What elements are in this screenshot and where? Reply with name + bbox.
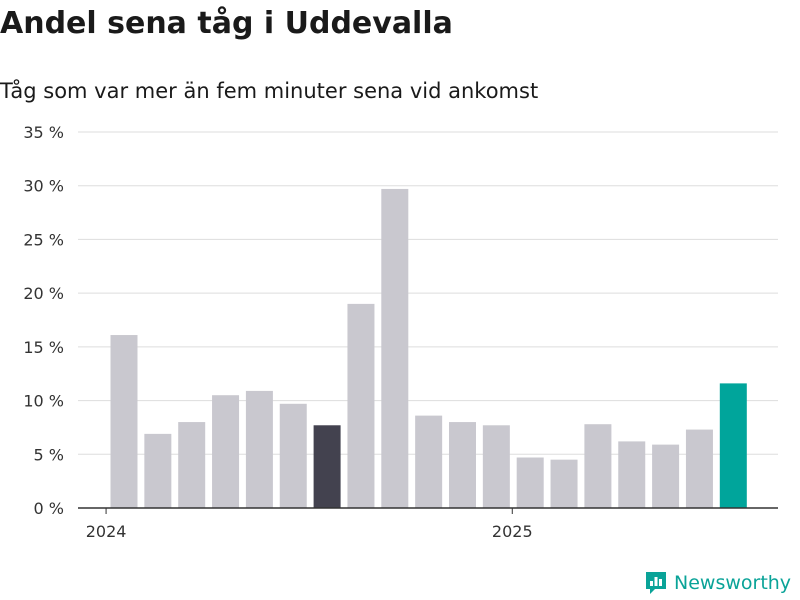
bar: [110, 335, 138, 508]
bar: [212, 395, 240, 508]
bar: [144, 433, 172, 508]
bar-chart-speech-bubble-icon: [646, 572, 666, 594]
bar: [178, 422, 206, 508]
y-tick-label: 35 %: [23, 123, 64, 142]
bar: [313, 425, 341, 508]
bar: [482, 425, 510, 508]
x-tick-label: 2024: [86, 522, 127, 541]
bar: [516, 457, 544, 508]
bar: [618, 441, 646, 508]
y-tick-label: 0 %: [34, 499, 64, 518]
y-axis-ticks: 0 % 5 % 10 % 15 % 20 % 25 % 30 % 35 %: [23, 123, 64, 518]
y-tick-label: 15 %: [23, 338, 64, 357]
chart-title: Andel sena tåg i Uddevalla: [0, 6, 453, 41]
bar: [415, 415, 443, 508]
newsworthy-logo: Newsworthy: [644, 570, 791, 596]
bar: [719, 383, 747, 508]
x-tick-label: 2025: [492, 522, 533, 541]
bar: [381, 188, 409, 509]
bar: [652, 444, 680, 508]
chart-subtitle: Tåg som var mer än fem minuter sena vid …: [0, 79, 539, 103]
bar: [550, 459, 578, 508]
y-tick-label: 10 %: [23, 392, 64, 411]
bars: [110, 188, 747, 509]
bar: [584, 424, 612, 508]
y-tick-label: 20 %: [23, 284, 64, 303]
grid-lines: [78, 131, 778, 455]
x-axis: 2024 2025: [78, 507, 778, 541]
y-tick-label: 30 %: [23, 177, 64, 196]
y-tick-label: 25 %: [23, 230, 64, 249]
bar: [449, 422, 476, 508]
bar: [347, 303, 375, 508]
bar: [245, 390, 273, 508]
bar: [279, 403, 307, 508]
y-tick-label: 5 %: [34, 445, 64, 464]
bar: [685, 429, 713, 508]
logo-text: Newsworthy: [674, 572, 792, 594]
